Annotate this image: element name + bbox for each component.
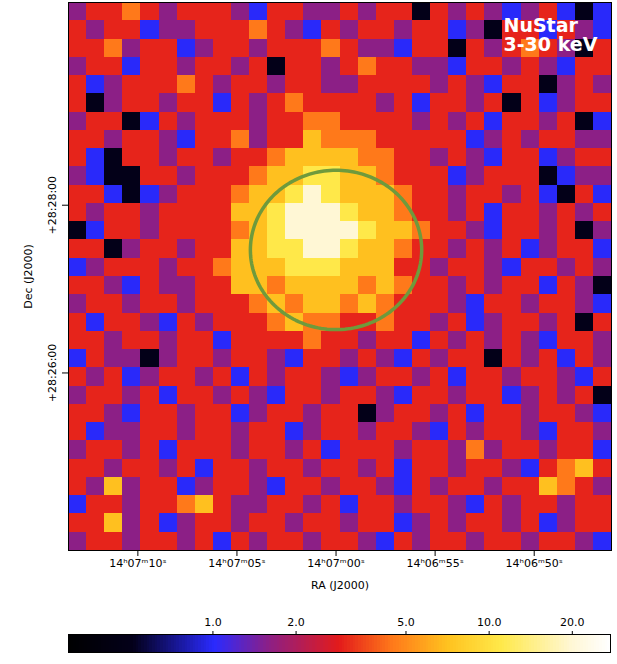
svg-text:14ʰ06ᵐ50ˢ: 14ʰ06ᵐ50ˢ bbox=[506, 557, 563, 570]
svg-text:+28:26:00: +28:26:00 bbox=[46, 344, 59, 403]
svg-text:10.0: 10.0 bbox=[477, 616, 502, 629]
svg-text:14ʰ07ᵐ00ˢ: 14ʰ07ᵐ00ˢ bbox=[307, 557, 364, 570]
svg-text:5.0: 5.0 bbox=[397, 616, 415, 629]
svg-text:2.0: 2.0 bbox=[287, 616, 305, 629]
svg-text:Dec (J2000): Dec (J2000) bbox=[22, 244, 35, 309]
svg-text:NuStar3-30 keV: NuStar3-30 keV bbox=[504, 14, 598, 55]
svg-text:14ʰ07ᵐ05ˢ: 14ʰ07ᵐ05ˢ bbox=[208, 557, 265, 570]
svg-text:14ʰ06ᵐ55ˢ: 14ʰ06ᵐ55ˢ bbox=[406, 557, 463, 570]
svg-text:1.0: 1.0 bbox=[204, 616, 222, 629]
svg-text:RA (J2000): RA (J2000) bbox=[311, 579, 369, 592]
svg-text:14ʰ07ᵐ10ˢ: 14ʰ07ᵐ10ˢ bbox=[109, 557, 166, 570]
svg-text:20.0: 20.0 bbox=[560, 616, 585, 629]
svg-text:+28:28:00: +28:28:00 bbox=[46, 176, 59, 235]
